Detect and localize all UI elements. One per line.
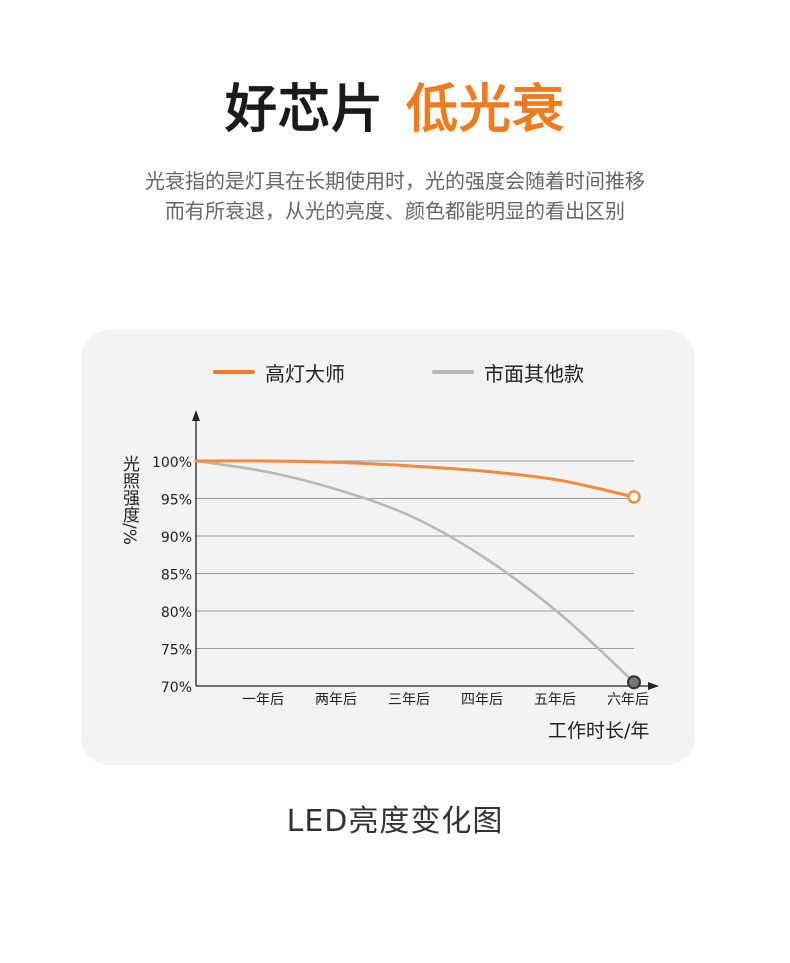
series-end-marker-gaodeng (627, 490, 641, 504)
x-tick-label: 四年后 (461, 692, 503, 708)
legend-swatch-gray (432, 370, 474, 374)
x-axis-arrow (648, 682, 659, 690)
x-tick-label: 六年后 (607, 692, 649, 708)
y-tick-label: 75% (161, 643, 192, 659)
y-tick-label: 95% (161, 493, 192, 509)
page-headline: 好芯片 低光衰 (0, 78, 790, 142)
y-tick-label: 80% (161, 605, 192, 621)
y-tick-label: 90% (161, 530, 192, 546)
y-tick-label: 85% (161, 568, 192, 584)
description-line-1: 光衰指的是灯具在长期使用时，光的强度会随着时间推移 (145, 169, 645, 193)
legend-item-gaodeng: 高灯大师 (213, 357, 345, 387)
description: 光衰指的是灯具在长期使用时，光的强度会随着时间推移 而有所衰退，从光的亮度、颜色… (0, 166, 790, 226)
chart-panel (81, 330, 695, 765)
legend-swatch-orange (213, 370, 255, 374)
y-tick-label: 100% (152, 455, 192, 471)
headline-accent: 低光衰 (406, 80, 566, 140)
x-tick-label: 五年后 (534, 692, 576, 708)
y-axis-arrow (192, 410, 200, 421)
x-tick-label: 一年后 (242, 692, 284, 708)
legend-label-gaodeng: 高灯大师 (265, 361, 345, 386)
series-line-others (194, 459, 636, 684)
series-end-marker-others (627, 675, 641, 690)
y-axis-title: 光照强度/% (119, 455, 139, 545)
legend-item-others: 市面其他款 (432, 357, 584, 387)
x-tick-label: 三年后 (388, 692, 430, 708)
description-line-2: 而有所衰退，从光的亮度、颜色都能明显的看出区别 (165, 199, 625, 223)
x-tick-label: 两年后 (315, 692, 357, 708)
headline-main: 好芯片 (224, 80, 384, 140)
series-line-gaodeng (194, 459, 636, 499)
y-tick-label: 70% (161, 680, 192, 696)
legend-label-others: 市面其他款 (484, 361, 584, 386)
x-axis-title: 工作时长/年 (548, 720, 650, 742)
chart-caption: LED亮度变化图 (286, 804, 504, 839)
